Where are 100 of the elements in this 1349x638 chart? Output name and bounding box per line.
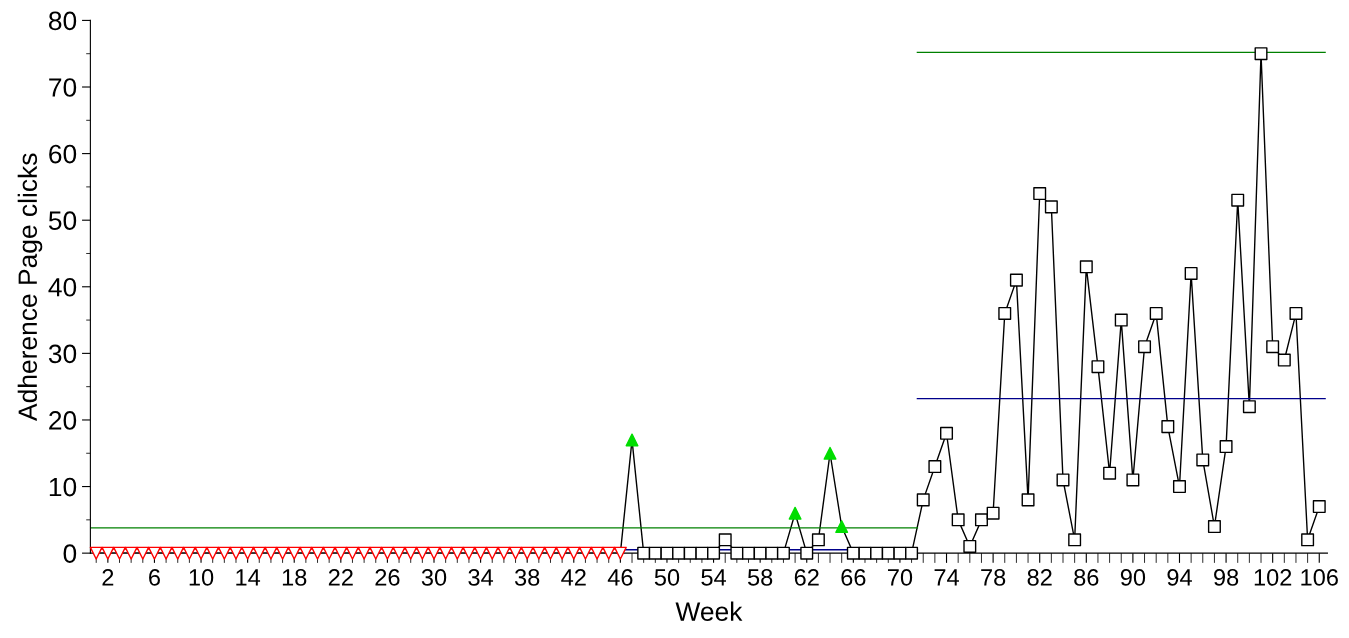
point xyxy=(1301,533,1315,547)
x-tick-label: 22 xyxy=(328,569,353,586)
point xyxy=(206,546,220,560)
point xyxy=(124,546,138,560)
x-tick-label: 62 xyxy=(794,569,819,586)
point xyxy=(1114,313,1128,327)
x-tick-label: 42 xyxy=(561,569,586,586)
x-tick-label: 50 xyxy=(654,569,680,586)
point xyxy=(1242,400,1256,414)
point xyxy=(870,546,884,560)
point xyxy=(695,546,709,560)
point xyxy=(1149,306,1163,320)
point xyxy=(928,460,942,474)
point xyxy=(485,546,499,560)
x-tick-label: 90 xyxy=(1120,569,1146,586)
x-tick-label: 78 xyxy=(981,569,1006,586)
x-tick-label: 26 xyxy=(375,569,400,586)
point xyxy=(252,546,266,560)
x-tick-label: 30 xyxy=(421,569,447,586)
x-tick-label: 14 xyxy=(236,569,261,586)
x-tick-label: 38 xyxy=(514,569,540,586)
point xyxy=(602,546,616,560)
point xyxy=(450,546,464,560)
point xyxy=(89,546,103,560)
point xyxy=(1312,500,1326,514)
point xyxy=(1033,187,1047,201)
x-tick-label: 2 xyxy=(102,569,114,586)
point xyxy=(532,546,546,560)
point xyxy=(1103,466,1117,480)
y-axis-title: Adherence Page clicks xyxy=(17,153,43,421)
point xyxy=(660,546,674,560)
point xyxy=(311,546,325,560)
x-tick-label: 70 xyxy=(888,569,913,586)
point xyxy=(357,546,371,560)
point xyxy=(1161,420,1175,434)
point xyxy=(392,546,406,560)
x-tick-label: 18 xyxy=(282,569,307,586)
y-tick-label: 40 xyxy=(48,277,77,297)
point xyxy=(136,546,150,560)
point xyxy=(1021,493,1035,507)
x-tick-label: 86 xyxy=(1074,569,1099,586)
point xyxy=(1126,473,1140,487)
point xyxy=(509,546,523,560)
x-tick-label: 66 xyxy=(841,569,866,586)
point xyxy=(835,520,849,534)
point xyxy=(741,546,756,560)
point xyxy=(1172,480,1186,494)
point xyxy=(590,546,604,560)
x-tick-label: 46 xyxy=(607,569,633,586)
point xyxy=(462,546,476,560)
point xyxy=(345,546,359,560)
point xyxy=(415,546,429,560)
point xyxy=(1009,273,1023,287)
point xyxy=(916,493,930,507)
point xyxy=(963,539,977,553)
point xyxy=(1138,340,1152,354)
point xyxy=(1277,353,1291,367)
point xyxy=(893,546,907,560)
point xyxy=(1056,473,1070,487)
point xyxy=(730,546,744,560)
point xyxy=(241,546,255,560)
x-tick-label: 74 xyxy=(934,569,959,586)
point xyxy=(334,546,348,560)
point xyxy=(194,546,208,560)
y-tick-label: 50 xyxy=(48,211,77,231)
point xyxy=(788,506,802,520)
y-tick-label: 70 xyxy=(49,78,77,97)
point xyxy=(171,546,185,560)
point xyxy=(765,546,779,560)
point xyxy=(264,546,278,560)
point xyxy=(276,546,290,560)
x-tick-label: 94 xyxy=(1167,569,1192,586)
point xyxy=(404,546,418,560)
point xyxy=(474,546,488,560)
point xyxy=(555,546,569,560)
point xyxy=(497,546,511,560)
point xyxy=(905,546,919,560)
point xyxy=(299,546,313,560)
point xyxy=(322,546,336,560)
x-tick-label: 34 xyxy=(468,569,494,586)
point xyxy=(1219,440,1233,454)
point xyxy=(823,446,837,460)
point xyxy=(1289,306,1303,320)
point xyxy=(998,306,1012,320)
point xyxy=(520,546,534,560)
point xyxy=(811,533,825,547)
point xyxy=(1079,260,1093,274)
point xyxy=(147,546,161,560)
x-tick-label: 10 xyxy=(189,569,214,586)
point xyxy=(800,546,814,560)
y-tick-label: 0 xyxy=(63,544,77,563)
point xyxy=(439,546,453,560)
point xyxy=(369,546,383,560)
point xyxy=(776,546,790,560)
point xyxy=(578,546,592,560)
point xyxy=(1266,340,1280,354)
point xyxy=(217,546,231,560)
y-tick-label: 10 xyxy=(49,477,77,497)
point xyxy=(1044,200,1058,214)
y-tick-label: 30 xyxy=(48,344,77,364)
